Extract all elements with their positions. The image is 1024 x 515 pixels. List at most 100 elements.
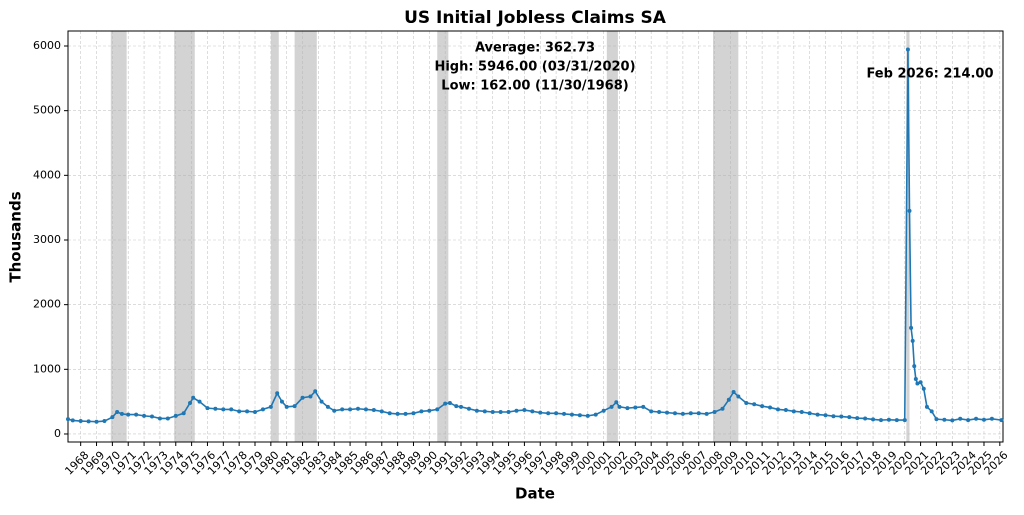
data-point <box>657 409 662 414</box>
data-point <box>363 407 368 412</box>
data-point <box>395 411 400 416</box>
data-point <box>514 408 519 413</box>
data-point <box>221 407 226 412</box>
data-point <box>989 416 994 421</box>
data-point <box>197 399 202 404</box>
data-point <box>142 413 147 418</box>
data-point <box>379 409 384 414</box>
data-point <box>94 419 99 424</box>
data-point <box>688 411 693 416</box>
data-point <box>907 208 912 213</box>
data-point <box>665 410 670 415</box>
data-point <box>447 400 452 405</box>
data-point <box>319 399 324 404</box>
data-point <box>614 400 619 405</box>
data-point <box>157 416 162 421</box>
data-point <box>213 406 218 411</box>
data-point <box>279 399 284 404</box>
data-point <box>704 411 709 416</box>
data-point <box>454 404 459 409</box>
data-point <box>474 408 479 413</box>
data-point <box>855 416 860 421</box>
data-point <box>720 406 725 411</box>
y-tick-label: 5000 <box>33 104 61 117</box>
data-point <box>924 404 929 409</box>
data-point <box>562 411 567 416</box>
data-point <box>823 413 828 418</box>
stats-annotation: High: 5946.00 (03/31/2020) <box>434 60 635 75</box>
data-point <box>942 417 947 422</box>
data-point <box>498 409 503 414</box>
data-point <box>191 395 196 400</box>
recession-band <box>294 31 317 442</box>
recession-band <box>606 31 618 442</box>
recession-band <box>437 31 449 442</box>
data-point <box>70 418 75 423</box>
data-point <box>909 325 914 330</box>
data-point <box>569 412 574 417</box>
data-point <box>554 411 559 416</box>
recession-band <box>270 31 279 442</box>
data-point <box>348 407 353 412</box>
data-point <box>910 338 915 343</box>
data-point <box>403 411 408 416</box>
data-point <box>188 400 193 405</box>
data-point <box>585 413 590 418</box>
data-point <box>577 413 582 418</box>
data-point <box>126 412 131 417</box>
data-point <box>149 414 154 419</box>
y-tick-label: 1000 <box>33 362 61 375</box>
data-point <box>934 417 939 422</box>
data-point <box>435 407 440 412</box>
data-point <box>173 413 178 418</box>
data-point <box>999 418 1004 423</box>
data-point <box>427 408 432 413</box>
data-point <box>672 411 677 416</box>
data-point <box>981 417 986 422</box>
plot-frame <box>67 30 1004 443</box>
data-point <box>831 414 836 419</box>
data-point <box>119 411 124 416</box>
chart-title: US Initial Jobless Claims SA <box>404 8 667 28</box>
data-point <box>609 404 614 409</box>
data-point <box>371 408 376 413</box>
data-point <box>78 419 83 424</box>
data-point <box>253 409 257 414</box>
y-tick-label: 0 <box>54 427 61 440</box>
data-point <box>411 411 416 416</box>
data-point <box>815 412 820 417</box>
data-point <box>950 418 955 423</box>
data-point <box>181 411 186 416</box>
recession-band <box>712 31 739 442</box>
data-point <box>791 409 796 414</box>
data-point <box>506 409 511 414</box>
data-point <box>538 410 543 415</box>
data-point <box>863 416 868 421</box>
data-point <box>86 419 91 424</box>
recession-band <box>174 31 195 442</box>
data-point <box>807 411 812 416</box>
data-line <box>67 49 1002 423</box>
data-point <box>731 389 736 394</box>
data-point <box>205 406 210 411</box>
data-point <box>443 401 448 406</box>
data-point <box>768 405 773 410</box>
data-point <box>387 411 392 416</box>
data-point <box>760 404 765 409</box>
data-point <box>871 417 876 422</box>
stats-annotation: Low: 162.00 (11/30/1968) <box>441 79 628 94</box>
data-point <box>229 407 234 412</box>
stats-annotation: Average: 362.73 <box>475 41 595 56</box>
data-point <box>905 47 910 52</box>
data-point <box>649 409 654 414</box>
data-point <box>284 404 289 409</box>
data-point <box>775 407 780 412</box>
data-point <box>593 412 598 417</box>
data-point <box>966 418 971 423</box>
data-point <box>466 406 471 411</box>
data-point <box>260 407 265 412</box>
data-point <box>974 416 979 421</box>
data-point <box>886 417 891 422</box>
data-point <box>736 394 741 399</box>
